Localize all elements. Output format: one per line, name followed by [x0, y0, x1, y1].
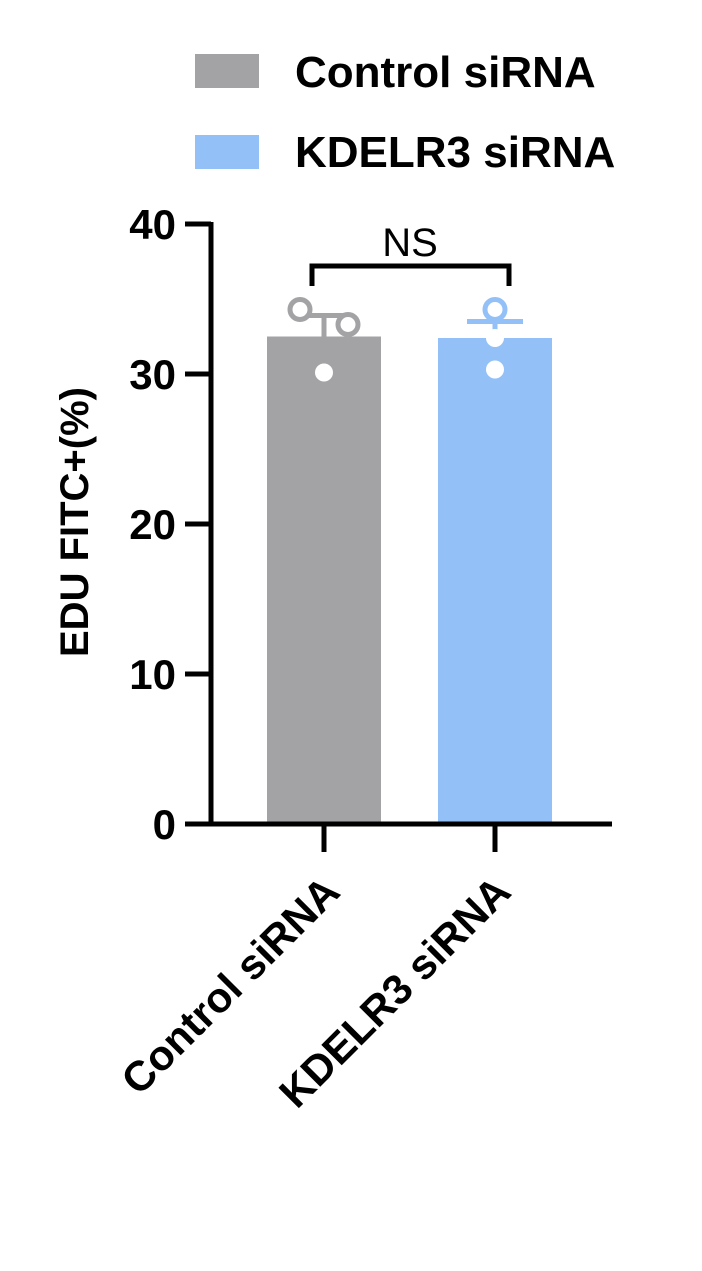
bars-group — [267, 336, 552, 824]
significance-label: NS — [382, 221, 438, 265]
y-tick-label-30: 30 — [129, 351, 176, 398]
point-kdelr3-sirna-2 — [486, 329, 504, 347]
y-tick-label-20: 20 — [129, 501, 176, 548]
significance-bracket-line — [309, 263, 512, 286]
data-points-group — [287, 297, 508, 382]
bar-control-sirna — [267, 336, 381, 824]
bar-kdelr3-sirna — [438, 338, 552, 824]
y-axis-label: EDU FITC+(%) — [53, 387, 97, 657]
point-control-sirna-1 — [287, 297, 313, 322]
significance-bracket: NS — [309, 221, 512, 286]
legend-label-kdelr3-sirna: KDELR3 siRNA — [295, 128, 615, 177]
y-tick-label-40: 40 — [129, 201, 176, 248]
legend-swatch-kdelr3-sirna — [195, 135, 259, 169]
y-tick-label-10: 10 — [129, 651, 176, 698]
legend: Control siRNA KDELR3 siRNA — [195, 48, 615, 177]
point-control-sirna-3 — [315, 363, 333, 382]
point-kdelr3-sirna-3 — [486, 360, 504, 379]
point-control-sirna-2 — [335, 312, 361, 337]
y-tick-label-0: 0 — [153, 801, 176, 848]
legend-swatch-control-sirna — [195, 54, 259, 88]
point-kdelr3-sirna-1 — [482, 297, 508, 322]
y-ticks-group: 0 10 20 30 40 — [129, 201, 211, 848]
legend-label-control-sirna: Control siRNA — [295, 48, 596, 97]
